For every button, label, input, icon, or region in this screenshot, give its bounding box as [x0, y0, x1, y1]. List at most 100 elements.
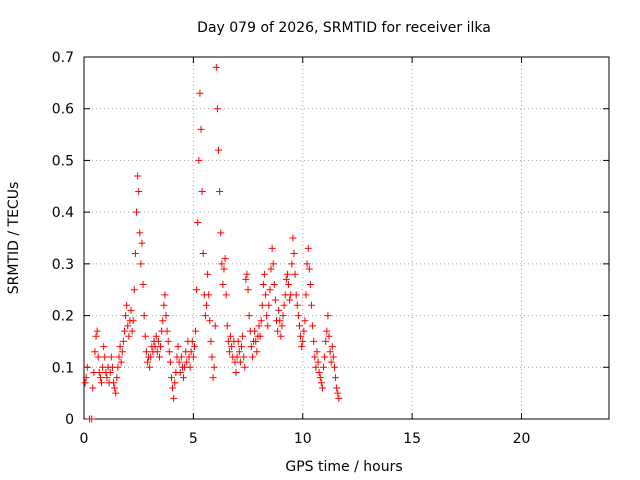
data-point: [174, 343, 182, 351]
data-point: [325, 332, 333, 340]
data-point: [315, 368, 323, 376]
data-point: [217, 229, 225, 237]
y-tick-label: 0.2: [52, 309, 74, 325]
data-point: [259, 281, 267, 289]
data-point: [155, 353, 163, 361]
data-point: [313, 348, 321, 356]
data-point: [177, 353, 185, 361]
data-point: [94, 353, 102, 361]
data-point: [120, 327, 128, 335]
x-tick-label: 10: [294, 431, 312, 447]
data-point: [278, 322, 286, 330]
data-point: [168, 374, 175, 382]
data-point: [288, 260, 296, 268]
data-point: [314, 358, 322, 366]
data-point: [98, 379, 105, 387]
data-point: [308, 301, 315, 309]
data-point: [190, 343, 198, 351]
data-point: [326, 348, 334, 356]
data-point: [330, 363, 338, 371]
data-point: [267, 265, 275, 273]
data-point: [316, 374, 324, 382]
data-point: [277, 332, 285, 340]
chart-title: Day 079 of 2026, SRMTID for receiver ilk…: [197, 20, 491, 36]
data-point: [201, 312, 209, 320]
data-point: [107, 353, 115, 361]
data-point: [88, 415, 96, 423]
data-point: [124, 322, 132, 330]
data-point: [212, 63, 220, 71]
x-tick-label: 0: [80, 431, 89, 447]
data-point: [193, 286, 201, 294]
grid-lines: [84, 57, 609, 419]
data-point: [211, 322, 219, 330]
data-point: [299, 337, 307, 345]
data-point: [282, 275, 290, 283]
data-point: [239, 332, 247, 340]
data-point: [96, 374, 104, 382]
data-point: [115, 353, 123, 361]
data-point: [89, 384, 97, 392]
data-point: [100, 343, 108, 351]
data-point: [244, 286, 252, 294]
data-point: [198, 187, 206, 195]
data-point: [152, 332, 160, 340]
data-point: [203, 301, 210, 309]
data-point: [236, 358, 244, 366]
data-point: [222, 291, 230, 299]
data-point: [125, 332, 133, 340]
data-point: [220, 265, 228, 273]
data-point: [266, 286, 274, 294]
data-point: [171, 379, 179, 387]
data-point: [95, 368, 103, 376]
data-point: [323, 327, 331, 335]
data-point: [136, 229, 144, 237]
data-point: [189, 353, 197, 361]
data-point: [213, 105, 221, 113]
data-point: [242, 275, 250, 283]
data-point: [91, 348, 99, 356]
data-point: [301, 317, 309, 325]
data-point: [113, 374, 121, 382]
y-tick-label: 0.1: [52, 360, 74, 376]
data-point: [243, 270, 251, 278]
data-point: [285, 281, 293, 289]
data-point: [247, 343, 255, 351]
data-point: [306, 281, 314, 289]
data-point: [180, 374, 188, 382]
y-tick-label: 0.7: [52, 50, 74, 66]
data-point: [112, 389, 120, 397]
data-point: [206, 317, 214, 325]
data-point: [163, 327, 171, 335]
data-point: [269, 260, 277, 268]
data-point: [157, 343, 165, 351]
data-point: [263, 312, 271, 320]
data-point: [83, 363, 91, 371]
x-tick-label: 5: [189, 431, 198, 447]
data-point: [328, 343, 336, 351]
data-point: [81, 379, 89, 387]
data-point: [276, 317, 284, 325]
data-point: [209, 374, 217, 382]
data-point: [199, 250, 207, 258]
data-point: [153, 348, 161, 356]
data-point: [298, 343, 306, 351]
data-point: [235, 348, 243, 356]
data-point: [310, 337, 318, 345]
data-point: [101, 353, 109, 361]
data-point: [116, 343, 124, 351]
data-point: [117, 358, 125, 366]
data-point: [192, 327, 200, 335]
data-point: [204, 270, 212, 278]
data-point: [176, 368, 184, 376]
data-point: [234, 337, 242, 345]
data-point: [135, 187, 143, 195]
data-point: [207, 337, 215, 345]
data-point: [159, 317, 167, 325]
data-point: [128, 327, 136, 335]
data-point: [256, 332, 264, 340]
data-point: [219, 281, 227, 289]
data-point: [119, 337, 127, 345]
data-point: [161, 291, 169, 299]
data-point: [134, 172, 142, 180]
